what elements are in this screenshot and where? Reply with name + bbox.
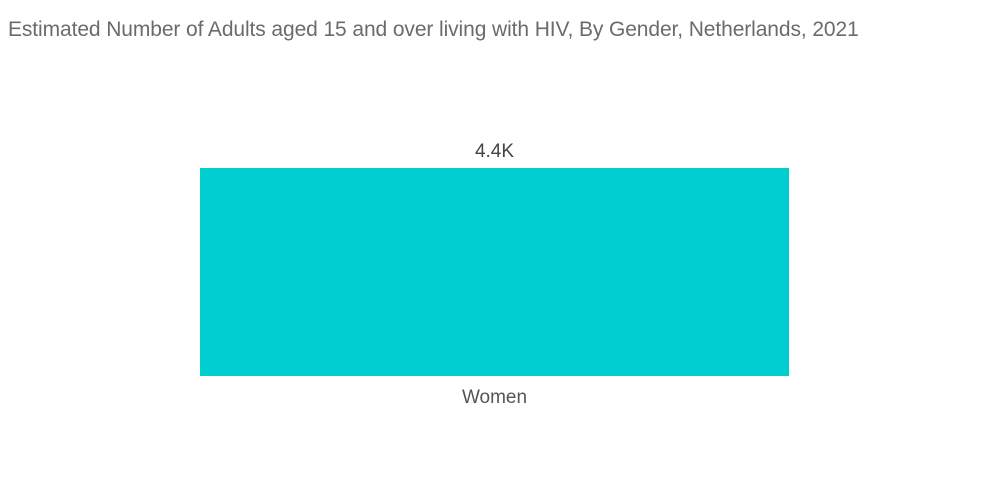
labels-layer: 4.4K Women: [462, 141, 527, 408]
data-label: 4.4K: [475, 141, 514, 162]
chart-title: Estimated Number of Adults aged 15 and o…: [8, 18, 859, 41]
category-tick-label: Women: [462, 387, 527, 408]
bar-women: [200, 168, 789, 376]
bars-layer: [200, 168, 789, 376]
